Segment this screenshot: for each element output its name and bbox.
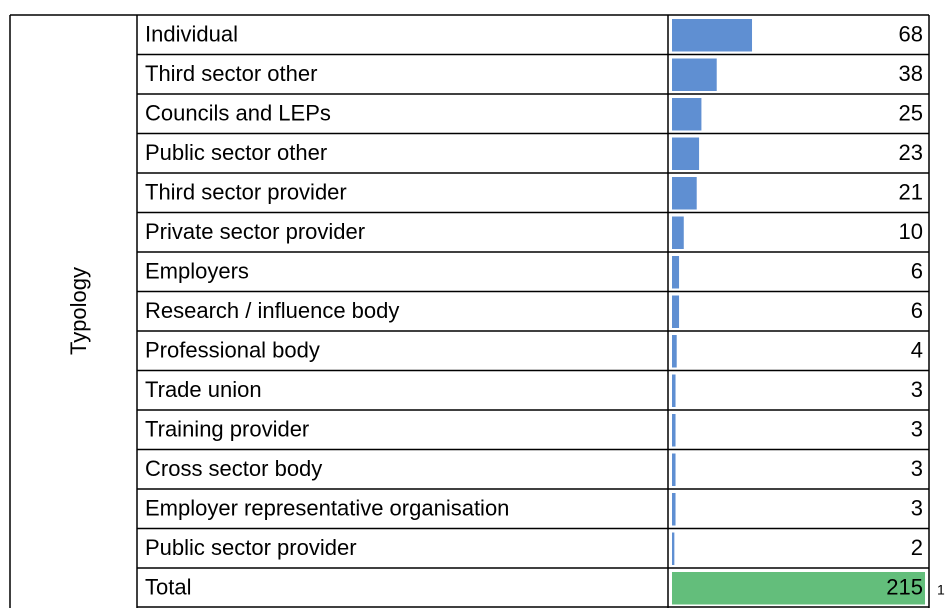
row-value: 3 [911,456,923,481]
row-label: Total [145,575,191,600]
data-bar [672,295,680,328]
data-bar [672,374,676,407]
row-label: Professional body [145,338,320,363]
row-label: Councils and LEPs [145,101,331,126]
next-column-text: 1 [937,581,945,597]
data-bar [672,532,675,565]
data-bar [672,256,680,289]
row-label: Third sector provider [145,180,347,205]
data-bar [672,58,717,91]
row-label: Private sector provider [145,219,365,244]
row-label: Public sector other [145,140,327,165]
row-label: Research / influence body [145,298,399,323]
row-value: 23 [899,140,923,165]
data-bar [672,19,753,52]
row-header: Typology [66,267,91,355]
row-label: Employers [145,259,249,284]
data-bar [672,335,677,368]
data-bar [672,414,676,447]
row-label: Public sector provider [145,535,357,560]
row-label: Individual [145,22,238,47]
row-value: 25 [899,101,923,126]
data-bar [672,177,697,210]
row-label: Employer representative organisation [145,496,509,521]
data-bar [672,216,684,249]
row-label: Training provider [145,417,309,442]
row-value: 3 [911,496,923,521]
row-value: 4 [911,338,923,363]
data-bar [672,453,676,486]
row-label: Third sector other [145,61,317,86]
data-bar [672,98,702,131]
data-bar [672,137,700,170]
row-value: 215 [886,575,923,600]
row-value: 3 [911,377,923,402]
row-value: 6 [911,298,923,323]
row-value: 21 [899,180,923,205]
row-value: 3 [911,417,923,442]
row-value: 10 [899,219,923,244]
row-label: Cross sector body [145,456,322,481]
row-value: 38 [899,61,923,86]
row-value: 68 [899,22,923,47]
data-bar [672,493,676,526]
row-value: 2 [911,535,923,560]
row-value: 6 [911,259,923,284]
row-label: Trade union [145,377,262,402]
total-bar [672,572,925,605]
